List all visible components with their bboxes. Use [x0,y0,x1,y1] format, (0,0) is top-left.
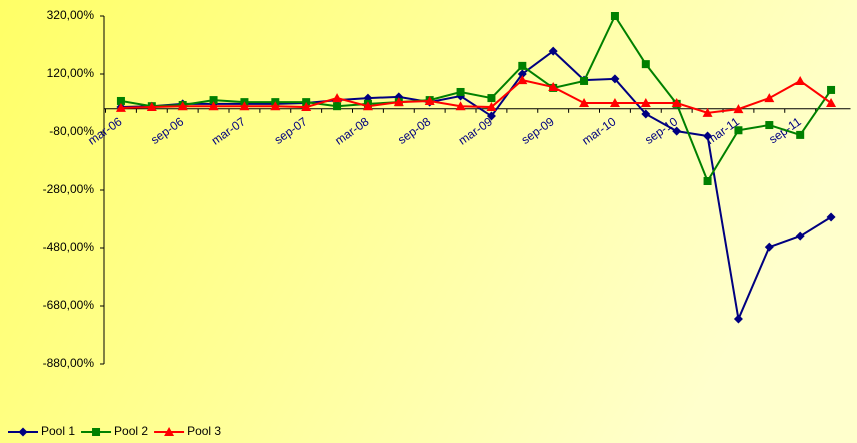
legend-label: Pool 3 [187,424,221,438]
y-tick-label: -480,00% [43,240,95,254]
point [826,98,837,107]
point [764,93,775,103]
point [332,93,343,103]
point [92,428,101,436]
point [209,96,218,105]
point [517,75,528,85]
point [733,314,743,324]
point [609,98,620,107]
y-tick-label: -280,00% [43,182,95,196]
point [610,74,620,84]
point [733,104,744,114]
series-line [120,79,832,114]
point [486,102,497,112]
legend-label: Pool 1 [41,424,75,438]
y-tick-label: -80,00% [49,124,94,138]
point [640,98,651,107]
point [796,130,805,139]
point [579,98,590,107]
point [826,212,836,222]
y-tick-label: -880,00% [43,356,95,370]
point [424,95,435,105]
point [455,101,466,111]
point [208,101,219,111]
point [641,60,650,69]
point [487,94,496,103]
point [177,101,188,111]
point [116,96,125,105]
point [702,107,713,117]
point [146,102,157,112]
point [486,111,496,121]
point [764,242,774,252]
point [270,101,281,111]
point [671,98,682,107]
point [610,12,619,20]
point [517,69,527,79]
point [795,231,805,241]
legend-label: Pool 2 [114,424,148,438]
point [239,101,250,111]
point [301,102,312,112]
point [703,131,713,141]
point [795,75,806,85]
point [518,61,527,70]
series-line [120,13,832,184]
point [641,109,651,119]
point [362,101,373,111]
point [672,126,682,136]
point [456,87,465,96]
point [548,46,558,56]
y-tick-label: 120,00% [47,66,95,80]
point [580,76,589,85]
point [164,427,175,436]
y-tick-label: 320,00% [47,8,95,22]
point [734,126,743,135]
point [115,102,126,112]
point [18,427,28,437]
y-tick-label: -680,00% [43,298,95,312]
point [765,121,774,130]
point [827,85,836,94]
point [548,82,559,92]
point [393,97,404,107]
point [333,102,342,111]
point [703,177,712,186]
